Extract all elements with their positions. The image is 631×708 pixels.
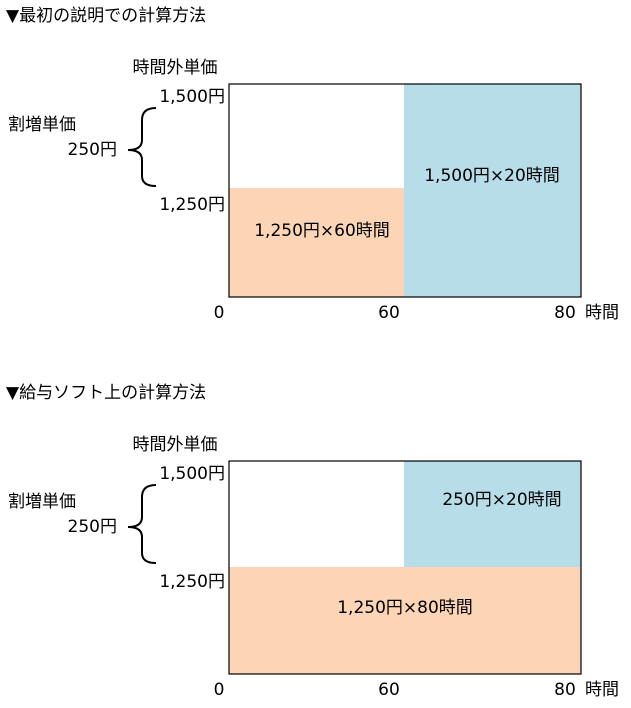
panel-title: ▼給与ソフト上の計算方法 (6, 383, 206, 403)
upper-price: 1,500円 (159, 464, 225, 484)
region-label: 1,250円×80時間 (337, 598, 473, 618)
bracket-title: 割増単価 (8, 115, 76, 135)
x-unit: 時間 (585, 303, 619, 323)
x-label: 80 (554, 680, 576, 700)
region-label: 1,500円×20時間 (424, 166, 560, 186)
region (404, 461, 581, 567)
chart-frame (228, 460, 582, 675)
x-unit: 時間 (585, 680, 619, 700)
brace (127, 107, 157, 187)
y-axis-title: 時間外単価 (133, 58, 218, 78)
lower-price: 1,250円 (159, 572, 225, 592)
upper-price: 1,500円 (159, 87, 225, 107)
region-label: 250円×20時間 (442, 490, 561, 510)
bracket-value: 250円 (68, 140, 117, 160)
x-label: 60 (378, 680, 400, 700)
region (229, 188, 404, 297)
x-label: 80 (554, 303, 576, 323)
region-label: 1,250円×60時間 (254, 221, 390, 241)
x-label: 0 (214, 680, 225, 700)
chart-frame (228, 83, 582, 298)
y-axis-title: 時間外単価 (133, 435, 218, 455)
bracket-title: 割増単価 (8, 492, 76, 512)
x-label: 60 (378, 303, 400, 323)
region (404, 84, 581, 297)
brace (127, 484, 157, 564)
panel-title: ▼最初の説明での計算方法 (6, 6, 206, 26)
x-label: 0 (214, 303, 225, 323)
bracket-value: 250円 (68, 517, 117, 537)
lower-price: 1,250円 (159, 195, 225, 215)
region (229, 567, 581, 674)
